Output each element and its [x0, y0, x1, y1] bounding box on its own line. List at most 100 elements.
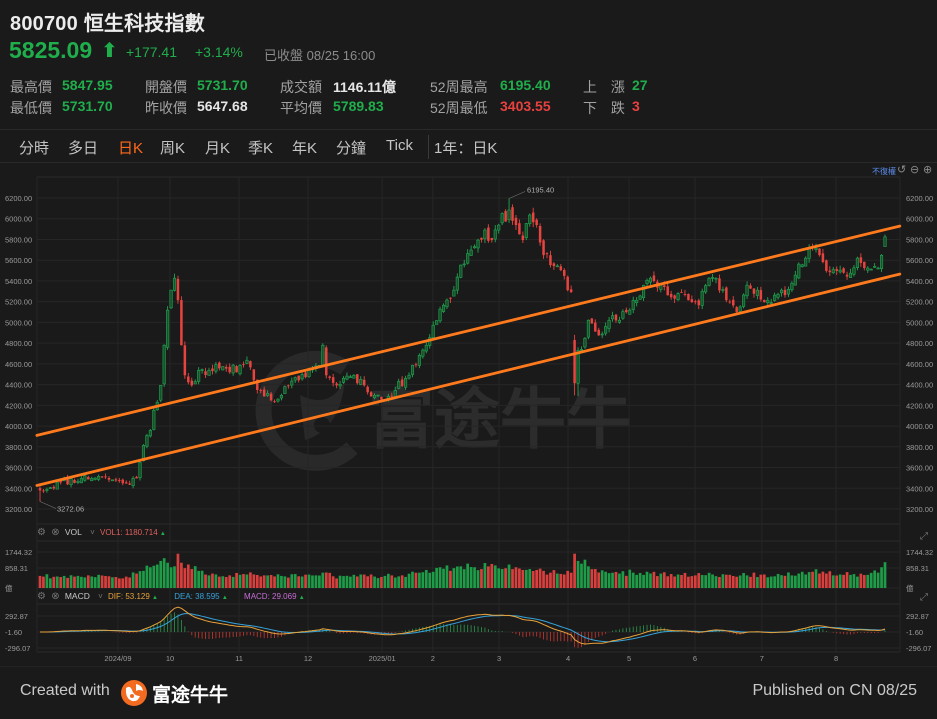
- stat-label-low: 最低價: [10, 100, 52, 116]
- price-change-percent: +3.14%: [195, 44, 243, 60]
- stat-label-52w-high: 52周最高: [430, 79, 488, 95]
- stat-value-52w-high: 6195.40: [500, 77, 551, 93]
- tabs-top-divider: [0, 129, 937, 130]
- svg-text:4000.00: 4000.00: [906, 422, 933, 431]
- svg-text:3600.00: 3600.00: [906, 464, 933, 473]
- stat-label-prev-close: 昨收價: [145, 100, 187, 116]
- up-arrow-icon: ⬆: [101, 40, 118, 62]
- chart-axes: 6200.00 6200.00 6000.00 6000.00 5800.00 5800.…: [5, 194, 933, 653]
- svg-text:5800.00: 5800.00: [906, 235, 933, 244]
- svg-text:6: 6: [693, 654, 697, 663]
- svg-text:5400.00: 5400.00: [5, 277, 32, 286]
- watermark-text: 富途牛牛: [368, 382, 632, 456]
- published-text: Published on CN 08/25: [752, 682, 917, 699]
- svg-text:4200.00: 4200.00: [5, 401, 32, 410]
- price-adjust-toggle[interactable]: 不復權: [872, 167, 896, 176]
- dea-up-triangle-icon: ▲: [221, 595, 228, 601]
- svg-text:3800.00: 3800.00: [906, 443, 933, 452]
- lower-channel-line: [35, 272, 902, 487]
- svg-text:2025/01: 2025/01: [369, 654, 396, 663]
- svg-text:5400.00: 5400.00: [906, 277, 933, 286]
- tab-monthly-k[interactable]: 月K: [205, 140, 231, 157]
- stat-value-52w-low: 3403.55: [500, 98, 551, 114]
- svg-text:4200.00: 4200.00: [906, 401, 933, 410]
- price-change: +177.41: [126, 44, 177, 60]
- tab-minute[interactable]: 分鐘: [336, 140, 367, 157]
- expand-vol-icon[interactable]: ⤢: [920, 531, 928, 542]
- stat-value-prev-close: 5647.68: [197, 98, 248, 114]
- close-circle-icon[interactable]: ⊗: [51, 591, 60, 602]
- svg-text:億: 億: [5, 583, 13, 593]
- svg-text:5600.00: 5600.00: [5, 256, 32, 265]
- svg-text:6200.00: 6200.00: [5, 194, 32, 203]
- macd-indicator-name[interactable]: MACD: [64, 591, 90, 601]
- svg-text:12: 12: [304, 654, 312, 663]
- stat-value-turnover: 1146.11億: [333, 79, 397, 95]
- tab-multi-day[interactable]: 多日: [68, 140, 99, 157]
- svg-text:5000.00: 5000.00: [5, 318, 32, 327]
- svg-text:6000.00: 6000.00: [906, 215, 933, 224]
- vol-indicator-name[interactable]: VOL: [64, 527, 82, 537]
- svg-text:7: 7: [760, 654, 764, 663]
- stat-label-52w-low: 52周最低: [430, 100, 488, 116]
- tab-daily-k[interactable]: 日K: [118, 140, 144, 157]
- stat-label-advancers: 上 漲: [583, 79, 625, 95]
- tab-weekly-k[interactable]: 周K: [160, 140, 186, 157]
- svg-text:2: 2: [431, 654, 435, 663]
- stat-label-open: 開盤價: [145, 79, 187, 95]
- svg-text:-296.07: -296.07: [906, 644, 931, 653]
- watermark-logo-icon: [255, 350, 358, 471]
- vol1-value: 1180.714: [124, 528, 158, 537]
- chevron-down-icon[interactable]: ˅: [90, 528, 95, 537]
- macd-indicator-header: ⚙ ⊗ MACD ˅ DIF: 53.129 ▲ DEA: 38.595 ▲ M…: [37, 591, 305, 602]
- zoom-out-icon[interactable]: ⊖: [910, 164, 920, 176]
- svg-text:3800.00: 3800.00: [5, 443, 32, 452]
- range-selector[interactable]: 1年：日K: [434, 140, 498, 157]
- svg-text:3: 3: [497, 654, 501, 663]
- footer-divider: [0, 666, 937, 667]
- tab-tick[interactable]: Tick: [386, 137, 413, 154]
- macd-up-triangle-icon: ▲: [298, 595, 305, 601]
- gear-icon[interactable]: ⚙: [37, 591, 46, 602]
- svg-text:2024/09: 2024/09: [104, 654, 131, 663]
- svg-text:3400.00: 3400.00: [906, 484, 933, 493]
- zoom-in-icon[interactable]: ⊕: [923, 164, 933, 176]
- dif-value: 53.129: [125, 592, 150, 601]
- expand-macd-icon[interactable]: ⤢: [920, 592, 928, 603]
- tab-timeshare[interactable]: 分時: [19, 140, 50, 157]
- macd-label: MACD:: [244, 592, 270, 601]
- svg-text:億: 億: [906, 583, 914, 593]
- svg-text:292.87: 292.87: [906, 612, 929, 621]
- svg-text:6200.00: 6200.00: [906, 194, 933, 203]
- svg-text:5200.00: 5200.00: [906, 298, 933, 307]
- tabs-bottom-divider: [0, 162, 937, 163]
- undo-icon[interactable]: ↺: [897, 164, 907, 176]
- dea-value: 38.595: [195, 592, 220, 601]
- svg-text:4800.00: 4800.00: [5, 339, 32, 348]
- candlesticks: [38, 198, 887, 502]
- chevron-down-icon[interactable]: ˅: [98, 592, 103, 601]
- tab-yearly-k[interactable]: 年K: [292, 140, 318, 157]
- svg-text:4000.00: 4000.00: [5, 422, 32, 431]
- svg-text:4800.00: 4800.00: [906, 339, 933, 348]
- stat-label-decliners: 下 跌: [583, 100, 625, 116]
- svg-text:858.31: 858.31: [906, 564, 929, 573]
- svg-text:4: 4: [566, 654, 570, 663]
- last-price: 5825.09: [9, 37, 93, 63]
- close-circle-icon[interactable]: ⊗: [51, 527, 60, 538]
- tab-quarterly-k[interactable]: 季K: [248, 140, 274, 157]
- gear-icon[interactable]: ⚙: [37, 527, 46, 538]
- svg-text:6000.00: 6000.00: [5, 215, 32, 224]
- svg-text:11: 11: [235, 654, 243, 663]
- svg-text:5: 5: [627, 654, 631, 663]
- trend-lines[interactable]: [35, 224, 902, 487]
- price-annotations: 6195.40 3272.06: [39, 185, 554, 514]
- footer-brand: 富途牛牛: [152, 685, 229, 706]
- stat-value-avg-price: 5789.83: [333, 98, 384, 114]
- stat-value-low: 5731.70: [62, 98, 113, 114]
- stat-label-turnover: 成交額: [280, 79, 322, 95]
- vol1-label: VOL1:: [99, 528, 123, 537]
- svg-text:-1.60: -1.60: [906, 628, 923, 637]
- kline-chart[interactable]: 富途牛牛 6200.00 6200.00 6000.00 6000.00 5800.00…: [0, 172, 937, 667]
- svg-text:3600.00: 3600.00: [5, 464, 32, 473]
